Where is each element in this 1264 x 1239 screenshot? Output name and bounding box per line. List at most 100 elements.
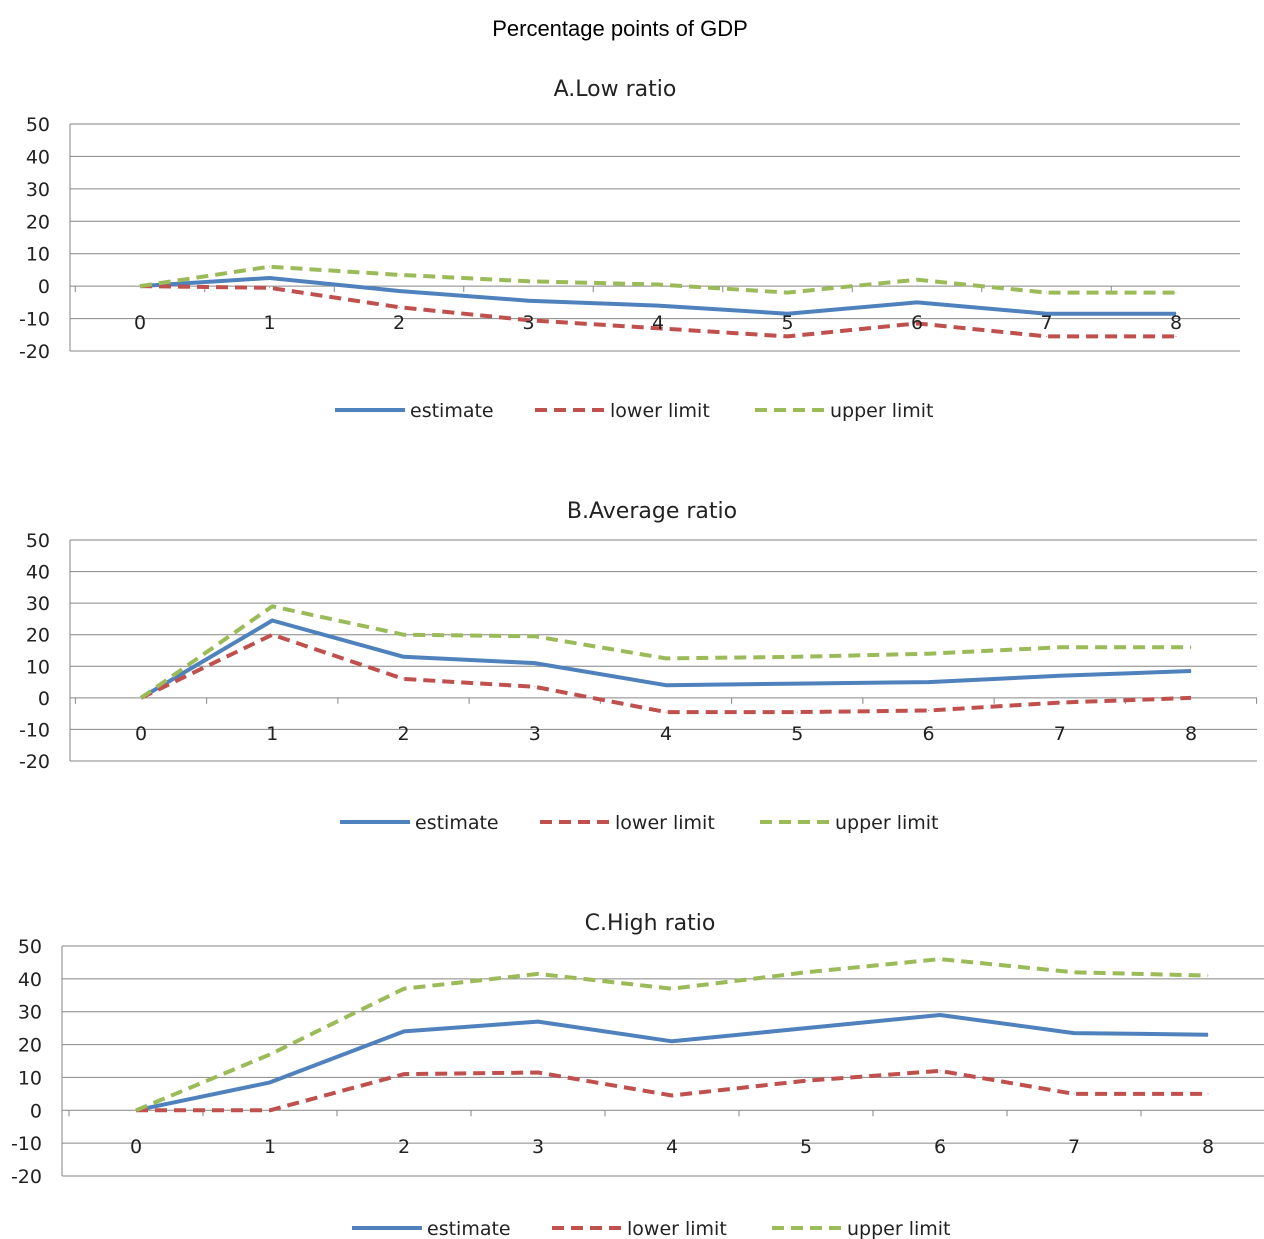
series-line-lower-limit — [136, 1068, 1208, 1113]
data-point — [403, 634, 404, 636]
x-tick-label: 3 — [532, 1136, 544, 1158]
data-point — [534, 635, 536, 637]
data-point — [939, 1014, 941, 1016]
data-point — [534, 686, 536, 688]
data-point — [269, 1081, 271, 1083]
data-point — [269, 266, 270, 268]
chart-panel-1: A.Low ratio 50 40 30 20 10 0 -10 -20 0 1 2 3 4 5 6 7 8 est… — [19, 77, 1240, 422]
data-point — [657, 284, 659, 285]
data-point — [1059, 646, 1061, 648]
y-tick-label: 10 — [18, 1067, 42, 1089]
data-point — [665, 711, 667, 713]
data-point — [271, 620, 273, 621]
data-point — [537, 973, 539, 975]
data-point — [1207, 1034, 1209, 1036]
legend: estimate lower limit upper limit — [335, 400, 934, 422]
data-point — [787, 292, 788, 294]
y-tick-label: 30 — [26, 593, 50, 615]
data-point — [916, 322, 918, 324]
y-tick-label: 10 — [26, 656, 50, 678]
data-point — [403, 1073, 405, 1075]
y-tick-label: -20 — [19, 341, 50, 363]
y-tick-label: -10 — [19, 719, 50, 741]
data-point — [1175, 313, 1177, 315]
x-tick-label: 8 — [1170, 312, 1182, 334]
data-point — [787, 335, 788, 337]
data-point — [805, 971, 807, 973]
data-point — [139, 285, 141, 287]
y-tick-label: -10 — [11, 1133, 42, 1155]
x-tick-label: 3 — [529, 723, 541, 745]
data-point — [1175, 292, 1177, 294]
data-point — [796, 683, 798, 685]
y-tick-label: 50 — [26, 530, 50, 552]
x-tick-label: 5 — [800, 1136, 812, 1158]
data-point — [269, 1053, 271, 1055]
data-point — [269, 1109, 271, 1111]
data-point — [403, 988, 405, 990]
data-point — [1073, 971, 1075, 973]
x-tick-label: 0 — [135, 723, 147, 745]
x-tick-label: 2 — [397, 723, 409, 745]
x-tick-label: 8 — [1202, 1136, 1214, 1158]
data-point — [671, 1095, 673, 1096]
data-point — [1046, 313, 1047, 315]
x-tick-label: 4 — [660, 723, 672, 745]
data-point — [269, 277, 270, 279]
legend-label: upper limit — [847, 1218, 951, 1239]
x-tick-label: 6 — [911, 312, 923, 334]
y-tick-label: 50 — [26, 114, 50, 136]
data-point — [787, 313, 788, 315]
data-point — [796, 656, 798, 658]
y-tick-label: 0 — [38, 276, 50, 298]
x-tick-label: 1 — [264, 1136, 276, 1158]
data-point — [534, 662, 536, 664]
x-tick-label: 5 — [781, 312, 793, 334]
x-tick-label: 8 — [1185, 723, 1197, 745]
data-point — [805, 1080, 807, 1082]
data-point — [271, 605, 273, 607]
y-tick-label: 20 — [26, 211, 50, 233]
data-point — [671, 1040, 673, 1042]
data-point — [671, 988, 673, 990]
x-tick-label: 0 — [134, 312, 146, 334]
data-point — [1059, 675, 1061, 677]
x-tick-label: 6 — [922, 723, 934, 745]
data-point — [140, 697, 142, 699]
x-tick-label: 7 — [1054, 723, 1066, 745]
chart-title: B.Average ratio — [567, 499, 737, 524]
legend-label: lower limit — [627, 1218, 727, 1239]
data-point — [528, 319, 529, 321]
y-tick-label: 0 — [38, 688, 50, 710]
data-point — [1073, 1093, 1075, 1095]
data-point — [665, 657, 667, 659]
data-point — [398, 306, 400, 308]
x-tick-label: 7 — [1068, 1136, 1080, 1158]
x-tick-label: 0 — [130, 1136, 142, 1158]
x-tick-label: 2 — [393, 312, 405, 334]
data-point — [805, 1027, 807, 1029]
y-tick-label: -20 — [11, 1166, 42, 1188]
legend-label: estimate — [415, 812, 499, 834]
y-tick-label: 30 — [18, 1002, 42, 1024]
data-point — [528, 300, 529, 302]
x-tick-label: 6 — [934, 1136, 946, 1158]
y-tick-label: 10 — [26, 244, 50, 266]
data-point — [657, 327, 659, 329]
data-point — [398, 274, 400, 276]
data-point — [1175, 335, 1177, 337]
legend-label: estimate — [427, 1218, 511, 1239]
data-point — [398, 290, 400, 292]
x-tick-label: 1 — [263, 312, 275, 334]
y-tick-label: -20 — [19, 751, 50, 773]
data-point — [796, 711, 798, 713]
data-point — [928, 681, 929, 683]
data-point — [928, 710, 929, 711]
data-point — [269, 287, 270, 289]
data-point — [1059, 702, 1061, 704]
legend-label: estimate — [410, 400, 494, 422]
data-point — [657, 305, 659, 307]
data-point — [665, 684, 667, 686]
y-tick-label: 30 — [26, 179, 50, 201]
